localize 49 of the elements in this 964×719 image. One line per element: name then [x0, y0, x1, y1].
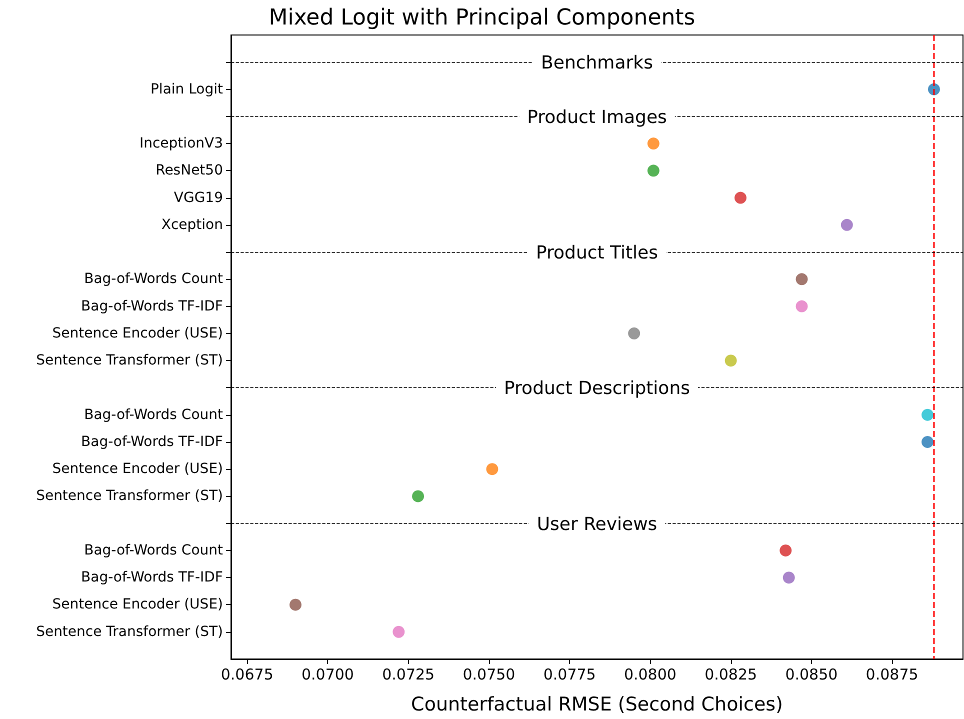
point — [486, 463, 498, 476]
x-tick-label: 0.0725 — [382, 666, 435, 684]
y-tick-label: Sentence Encoder (USE) — [52, 596, 223, 613]
point — [840, 218, 853, 231]
y-tick-label: Bag-of-Words Count — [84, 406, 224, 423]
point — [628, 327, 640, 340]
y-tick-label: Sentence Transformer (ST) — [36, 488, 223, 504]
x-tick-label: 0.0825 — [704, 666, 758, 684]
x-tick-label: 0.0875 — [866, 666, 918, 684]
x-tick-label: 0.0775 — [543, 666, 596, 684]
annotation: User Reviews — [536, 514, 658, 535]
y-tick-label: ResNet50 — [156, 162, 223, 179]
y-tick-label: Sentence Encoder (USE) — [52, 461, 223, 478]
y-tick-label: Sentence Encoder (USE) — [52, 325, 223, 342]
point — [782, 572, 795, 584]
y-tick-label: Bag-of-Words TF-IDF — [81, 570, 223, 586]
x-tick-label: 0.0675 — [220, 666, 274, 684]
annotation: Product Titles — [536, 242, 658, 264]
y-tick-label: Sentence Transformer (ST) — [36, 352, 223, 369]
x-tick-label: 0.0800 — [624, 666, 676, 684]
annotation: Product Descriptions — [504, 378, 690, 400]
x-tick-label: 0.0700 — [301, 666, 354, 684]
y-tick-label: Plain Logit — [150, 81, 224, 98]
point — [647, 164, 660, 177]
x-axis-title: Counterfactual RMSE (Second Choices) — [411, 694, 783, 716]
point — [780, 544, 792, 556]
y-tick-label: Bag-of-Words Count — [84, 271, 224, 288]
point — [922, 436, 934, 448]
point — [796, 300, 808, 312]
y-tick-label: InceptionV3 — [139, 136, 223, 152]
point — [647, 138, 660, 150]
point — [734, 192, 746, 204]
annotation: Benchmarks — [541, 52, 653, 74]
point — [724, 354, 737, 367]
annotation: Product Images — [527, 106, 667, 128]
y-tick-label: Sentence Transformer (ST) — [36, 624, 223, 640]
point — [412, 490, 424, 502]
y-tick-label: VGG19 — [174, 190, 223, 206]
chart-title: Mixed Logit with Principal Components — [268, 6, 696, 30]
x-tick-label: 0.0750 — [462, 666, 516, 684]
point — [290, 598, 302, 611]
y-tick-label: Bag-of-Words Count — [84, 542, 224, 558]
point — [922, 408, 934, 421]
y-tick-label: Bag-of-Words TF-IDF — [81, 298, 223, 314]
y-tick-label: Bag-of-Words TF-IDF — [81, 434, 223, 450]
point — [392, 626, 405, 638]
y-tick-label: Xception — [161, 216, 223, 233]
x-tick-label: 0.0850 — [785, 666, 838, 684]
point — [796, 273, 808, 286]
